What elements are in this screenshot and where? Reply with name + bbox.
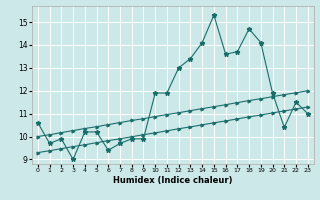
X-axis label: Humidex (Indice chaleur): Humidex (Indice chaleur) [113, 176, 233, 185]
